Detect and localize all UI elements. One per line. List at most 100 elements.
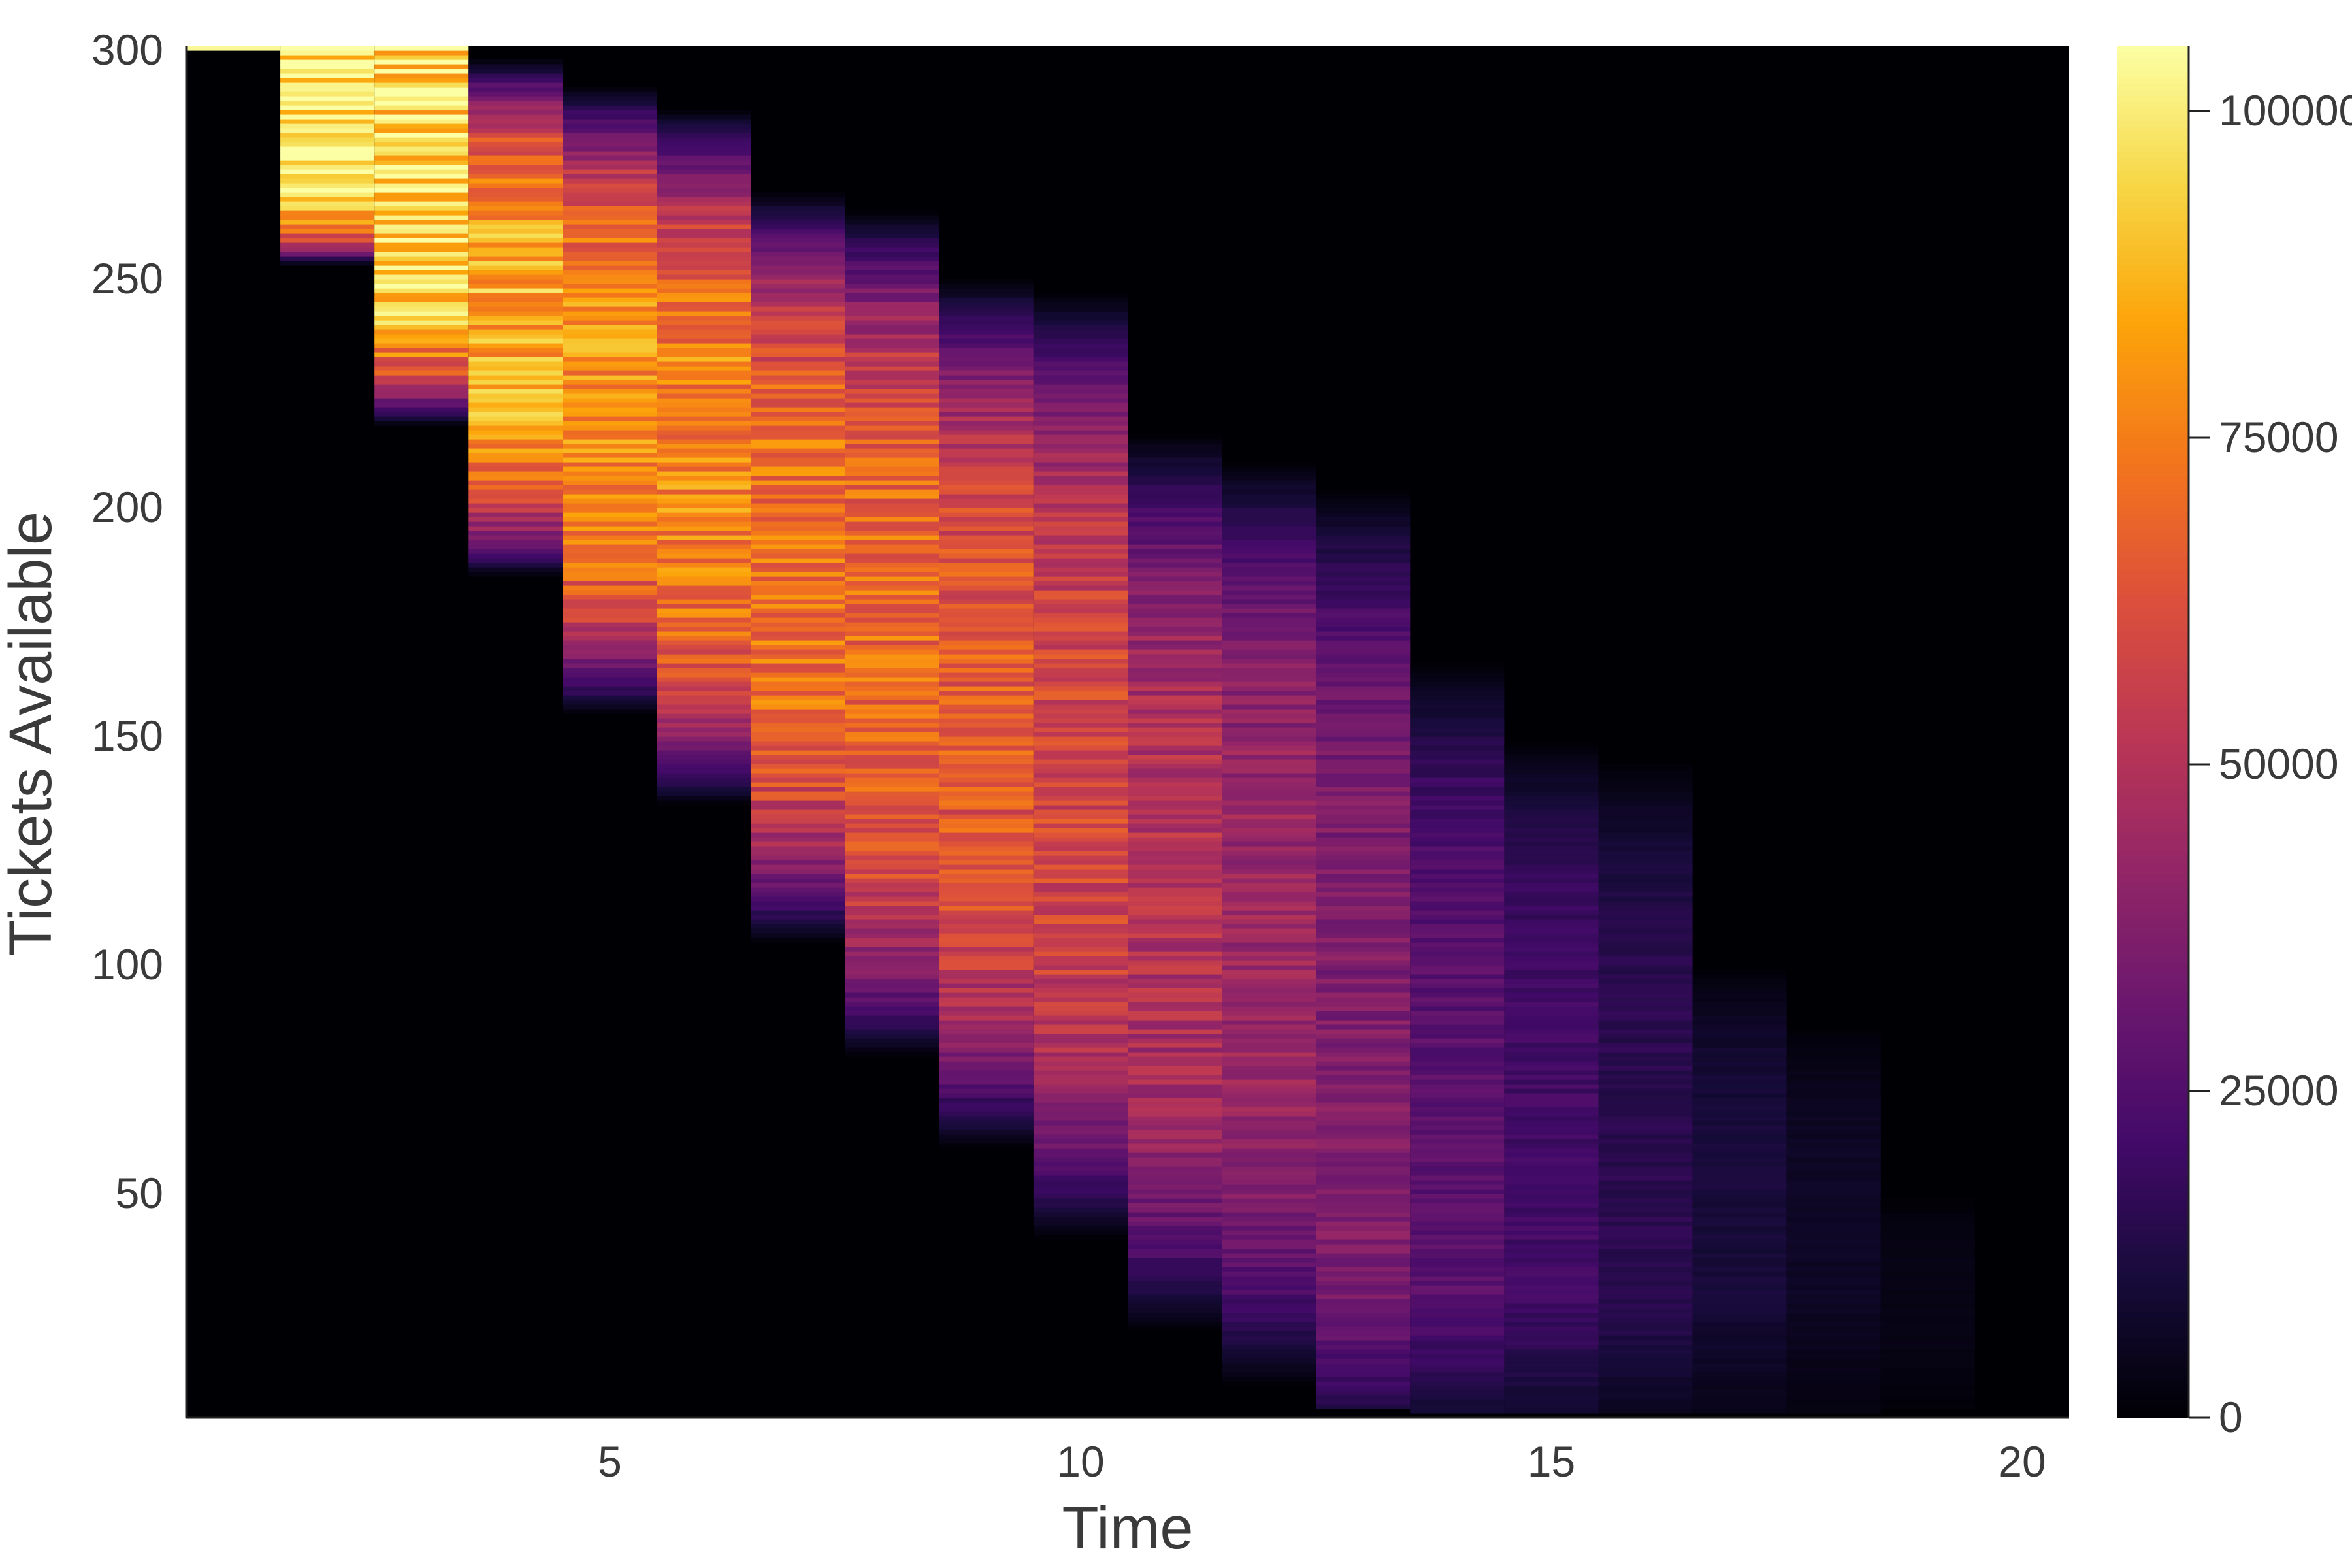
- heatmap-cell: [657, 663, 751, 668]
- heatmap-cell: [1504, 906, 1599, 911]
- heatmap-cell: [280, 256, 375, 261]
- heatmap-cell: [1786, 1221, 1881, 1226]
- y-tick-label: 100: [91, 940, 163, 988]
- heatmap-cell: [657, 736, 751, 742]
- heatmap-cell: [1692, 1207, 1787, 1213]
- heatmap-cell: [939, 1111, 1034, 1117]
- heatmap-cell: [1033, 819, 1128, 824]
- heatmap-cell: [1222, 1207, 1316, 1213]
- heatmap-cell: [751, 837, 845, 842]
- heatmap-cell: [1504, 874, 1599, 879]
- heatmap-cell: [751, 773, 845, 778]
- heatmap-cell: [751, 503, 845, 508]
- colorbar-segment: [2117, 813, 2189, 820]
- heatmap-cell: [939, 512, 1034, 517]
- heatmap-cell: [751, 256, 845, 261]
- heatmap-cell: [280, 123, 375, 129]
- heatmap-cell: [1692, 1134, 1787, 1139]
- heatmap-cell: [939, 622, 1034, 627]
- heatmap-cell: [1316, 1285, 1411, 1290]
- heatmap-cell: [939, 325, 1034, 330]
- heatmap-cell: [1128, 874, 1222, 879]
- heatmap-cell: [1692, 1377, 1787, 1382]
- heatmap-cell: [1033, 700, 1128, 705]
- heatmap-cell: [1316, 919, 1411, 924]
- heatmap-cell: [751, 370, 845, 376]
- heatmap-cell: [939, 444, 1034, 449]
- heatmap-cell: [1786, 1313, 1881, 1318]
- colorbar-segment: [2117, 1186, 2189, 1194]
- heatmap-cell: [751, 928, 845, 934]
- heatmap-cell: [845, 220, 939, 225]
- heatmap-cell: [939, 338, 1034, 344]
- heatmap-cell: [1410, 1088, 1505, 1094]
- heatmap-cell: [1504, 741, 1599, 746]
- heatmap-cell: [468, 316, 563, 321]
- heatmap-cell: [1410, 1349, 1505, 1354]
- heatmap-cell: [468, 320, 563, 325]
- colorbar-segment: [2117, 657, 2189, 664]
- heatmap-cell: [563, 389, 657, 394]
- heatmap-cell: [1410, 1294, 1505, 1299]
- heatmap-cell: [563, 210, 657, 216]
- heatmap-cell: [280, 229, 375, 234]
- heatmap-cell: [468, 352, 563, 357]
- heatmap-cell: [1692, 1175, 1787, 1181]
- heatmap-cell: [751, 874, 845, 879]
- colorbar-segment: [2117, 89, 2189, 97]
- heatmap-cell: [657, 183, 751, 188]
- heatmap-cell: [1786, 1363, 1881, 1368]
- heatmap-cell: [280, 238, 375, 243]
- heatmap-cell: [1316, 851, 1411, 856]
- heatmap-cell: [1410, 947, 1505, 952]
- plot-area: [186, 46, 2069, 1418]
- heatmap-cell: [280, 252, 375, 257]
- heatmap-cell: [751, 933, 845, 938]
- heatmap-cell: [751, 274, 845, 280]
- heatmap-cell: [1410, 1125, 1505, 1130]
- heatmap-cell: [939, 659, 1034, 664]
- heatmap-cell: [1598, 1267, 1693, 1272]
- colorbar-segment: [2117, 226, 2189, 234]
- heatmap-cell: [1033, 581, 1128, 586]
- colorbar-segment: [2117, 688, 2189, 695]
- heatmap-cell: [1598, 878, 1693, 883]
- heatmap-cell: [1598, 887, 1693, 892]
- heatmap-cell: [1128, 462, 1222, 467]
- heatmap-cell: [845, 741, 939, 746]
- heatmap-cell: [1222, 645, 1316, 650]
- heatmap-cell: [1033, 1125, 1128, 1130]
- heatmap-cell: [657, 686, 751, 691]
- heatmap-cell: [1033, 412, 1128, 417]
- heatmap-cell: [1222, 553, 1316, 559]
- heatmap-cell: [1410, 928, 1505, 934]
- heatmap-cell: [280, 55, 375, 60]
- heatmap-cell: [1316, 759, 1411, 764]
- heatmap-cell: [1598, 1207, 1693, 1213]
- heatmap-cell: [1786, 1303, 1881, 1309]
- heatmap-cell: [1222, 805, 1316, 810]
- heatmap-cell: [657, 215, 751, 220]
- heatmap-cell: [1316, 942, 1411, 947]
- heatmap-cell: [657, 265, 751, 270]
- heatmap-cell: [1504, 1020, 1599, 1025]
- heatmap-cell: [1692, 1331, 1787, 1336]
- heatmap-cell: [939, 343, 1034, 348]
- heatmap-cell: [751, 265, 845, 270]
- heatmap-cell: [1222, 919, 1316, 924]
- heatmap-cell: [468, 169, 563, 174]
- heatmap-cell: [845, 581, 939, 586]
- heatmap-cell: [563, 503, 657, 508]
- heatmap-cell: [563, 320, 657, 325]
- heatmap-cell: [1222, 960, 1316, 966]
- colorbar-segment: [2117, 1336, 2189, 1344]
- heatmap-cell: [1033, 370, 1128, 376]
- heatmap-cell: [468, 430, 563, 435]
- heatmap-cell: [1410, 681, 1505, 687]
- colorbar-segment: [2117, 557, 2189, 564]
- heatmap-cell: [1222, 846, 1316, 851]
- heatmap-cell: [1410, 686, 1505, 691]
- heatmap-cell: [845, 860, 939, 865]
- heatmap-cell: [751, 855, 845, 860]
- heatmap-cell: [657, 252, 751, 257]
